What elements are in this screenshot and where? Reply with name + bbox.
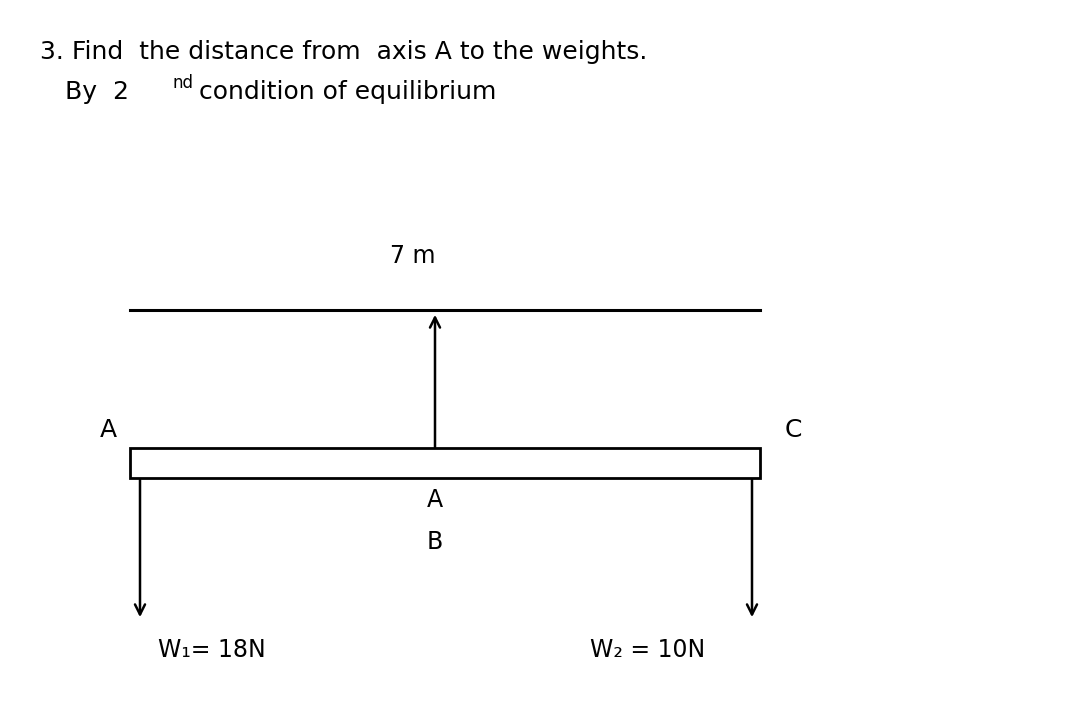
Text: condition of equilibrium: condition of equilibrium [191,80,497,104]
Text: B: B [427,530,443,554]
Text: C: C [785,418,802,442]
Text: A: A [427,488,443,512]
Text: 7 m: 7 m [390,244,435,268]
Text: By  2: By 2 [65,80,129,104]
Text: 3. Find  the distance from  axis A to the weights.: 3. Find the distance from axis A to the … [40,40,647,64]
Text: A: A [100,418,117,442]
Text: nd: nd [173,74,194,92]
Text: W₂ = 10N: W₂ = 10N [590,638,705,662]
Text: W₁= 18N: W₁= 18N [158,638,266,662]
Bar [130,448,760,478]
